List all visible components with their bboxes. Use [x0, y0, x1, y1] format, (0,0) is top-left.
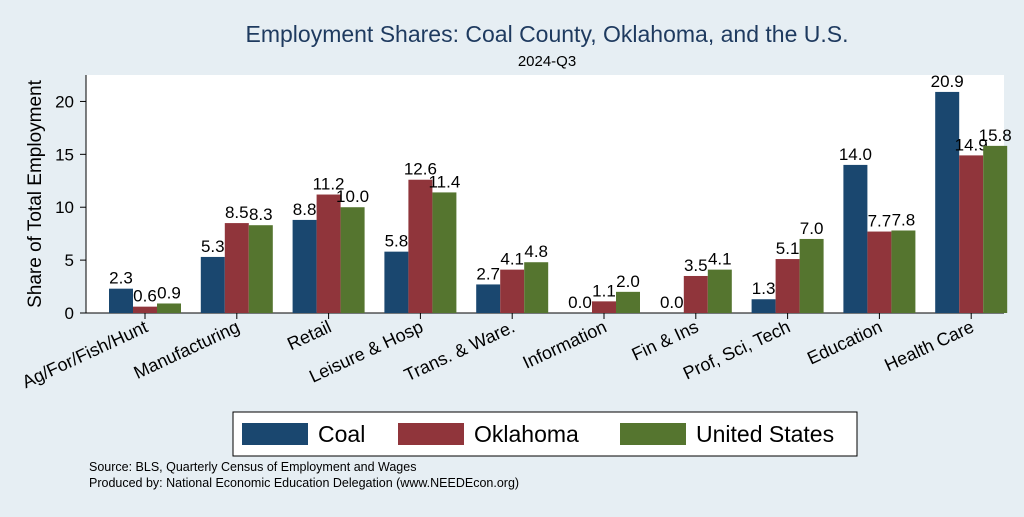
bar-oklahoma	[133, 306, 157, 313]
bar-coal	[843, 164, 868, 313]
bar-united-states	[616, 291, 640, 313]
data-label: 2.3	[109, 269, 133, 288]
data-label: 7.0	[800, 219, 824, 238]
legend-label: United States	[696, 421, 834, 447]
data-label: 8.5	[225, 203, 249, 222]
bar-united-states	[432, 192, 457, 313]
y-tick-label: 15	[55, 145, 74, 164]
bar-oklahoma	[500, 269, 525, 313]
data-label: 7.8	[892, 210, 916, 229]
data-label: 5.1	[776, 239, 800, 258]
chart-subtitle: 2024-Q3	[518, 53, 576, 70]
data-label: 10.0	[336, 187, 369, 206]
data-label: 11.2	[313, 175, 345, 194]
notes: Source: BLS, Quarterly Census of Employm…	[89, 460, 519, 490]
y-ticks: 0 5 10 15 20	[55, 92, 86, 323]
data-label: 20.9	[931, 72, 964, 91]
data-label: 0.0	[660, 293, 684, 312]
legend-swatch	[620, 423, 686, 445]
bar-oklahoma	[775, 259, 800, 313]
data-label: 12.6	[404, 160, 437, 179]
data-label: 8.8	[293, 200, 317, 219]
legend-box	[232, 411, 858, 457]
bar-coal	[109, 288, 133, 313]
bar-united-states	[157, 303, 181, 313]
data-label: 0.6	[133, 287, 157, 306]
bars: 2.30.6 0.9 5.38.5 8.3 8.8 11.210.0 5.8 12.611.4…	[109, 72, 1012, 314]
data-label: 1.1	[592, 281, 616, 300]
data-label: 15.8	[979, 126, 1012, 145]
bar-united-states	[891, 230, 916, 313]
bar-coal	[200, 256, 225, 313]
data-label: 0.0	[568, 293, 592, 312]
bar-united-states	[799, 238, 824, 313]
data-label: 2.0	[616, 272, 640, 291]
data-label: 4.1	[708, 250, 732, 269]
data-label: 14.0	[839, 145, 872, 164]
bar-oklahoma	[683, 275, 708, 313]
y-tick-label: 10	[55, 198, 74, 217]
bar-coal	[292, 219, 317, 313]
bar-oklahoma	[867, 231, 892, 313]
bar-coal	[751, 299, 776, 313]
bar-united-states	[524, 262, 549, 313]
legend-swatch	[398, 423, 464, 445]
y-tick-label: 0	[65, 304, 74, 323]
bar-oklahoma	[592, 301, 616, 313]
bar-coal	[476, 284, 501, 313]
bar-united-states	[983, 145, 1008, 313]
y-tick-label: 20	[55, 92, 74, 111]
chart-title: Employment Shares: Coal County, Oklahoma…	[246, 21, 849, 47]
data-label: 14.9	[955, 135, 988, 154]
legend-swatch	[242, 423, 308, 445]
bar-oklahoma	[316, 194, 341, 313]
data-label: 3.5	[684, 256, 708, 275]
data-label: 11.4	[428, 172, 460, 191]
note-line: Source: BLS, Quarterly Census of Employm…	[89, 460, 416, 474]
data-label: 4.8	[524, 242, 548, 261]
data-label: 7.7	[868, 212, 892, 231]
bar-united-states	[707, 269, 732, 313]
data-label: 5.3	[201, 237, 225, 256]
bar-oklahoma	[959, 155, 984, 313]
y-axis-label: Share of Total Employment	[25, 79, 46, 307]
legend-label: Oklahoma	[474, 421, 579, 447]
bar-coal	[935, 91, 960, 314]
data-label: 4.1	[500, 250, 524, 269]
bar-coal	[384, 251, 409, 313]
data-label: 8.3	[249, 205, 273, 224]
data-label: 0.9	[157, 283, 181, 302]
note-line: Produced by: National Economic Education…	[89, 476, 519, 490]
legend: Coal Oklahoma United States	[232, 411, 858, 457]
bar-oklahoma	[224, 223, 249, 313]
data-label: 5.8	[385, 232, 409, 251]
bar-united-states	[340, 207, 365, 313]
bar-oklahoma	[408, 179, 433, 313]
data-label: 2.7	[476, 264, 500, 283]
data-label: 1.3	[752, 279, 776, 298]
y-tick-label: 5	[65, 251, 74, 270]
bar-united-states	[248, 225, 273, 313]
legend-label: Coal	[318, 421, 365, 447]
